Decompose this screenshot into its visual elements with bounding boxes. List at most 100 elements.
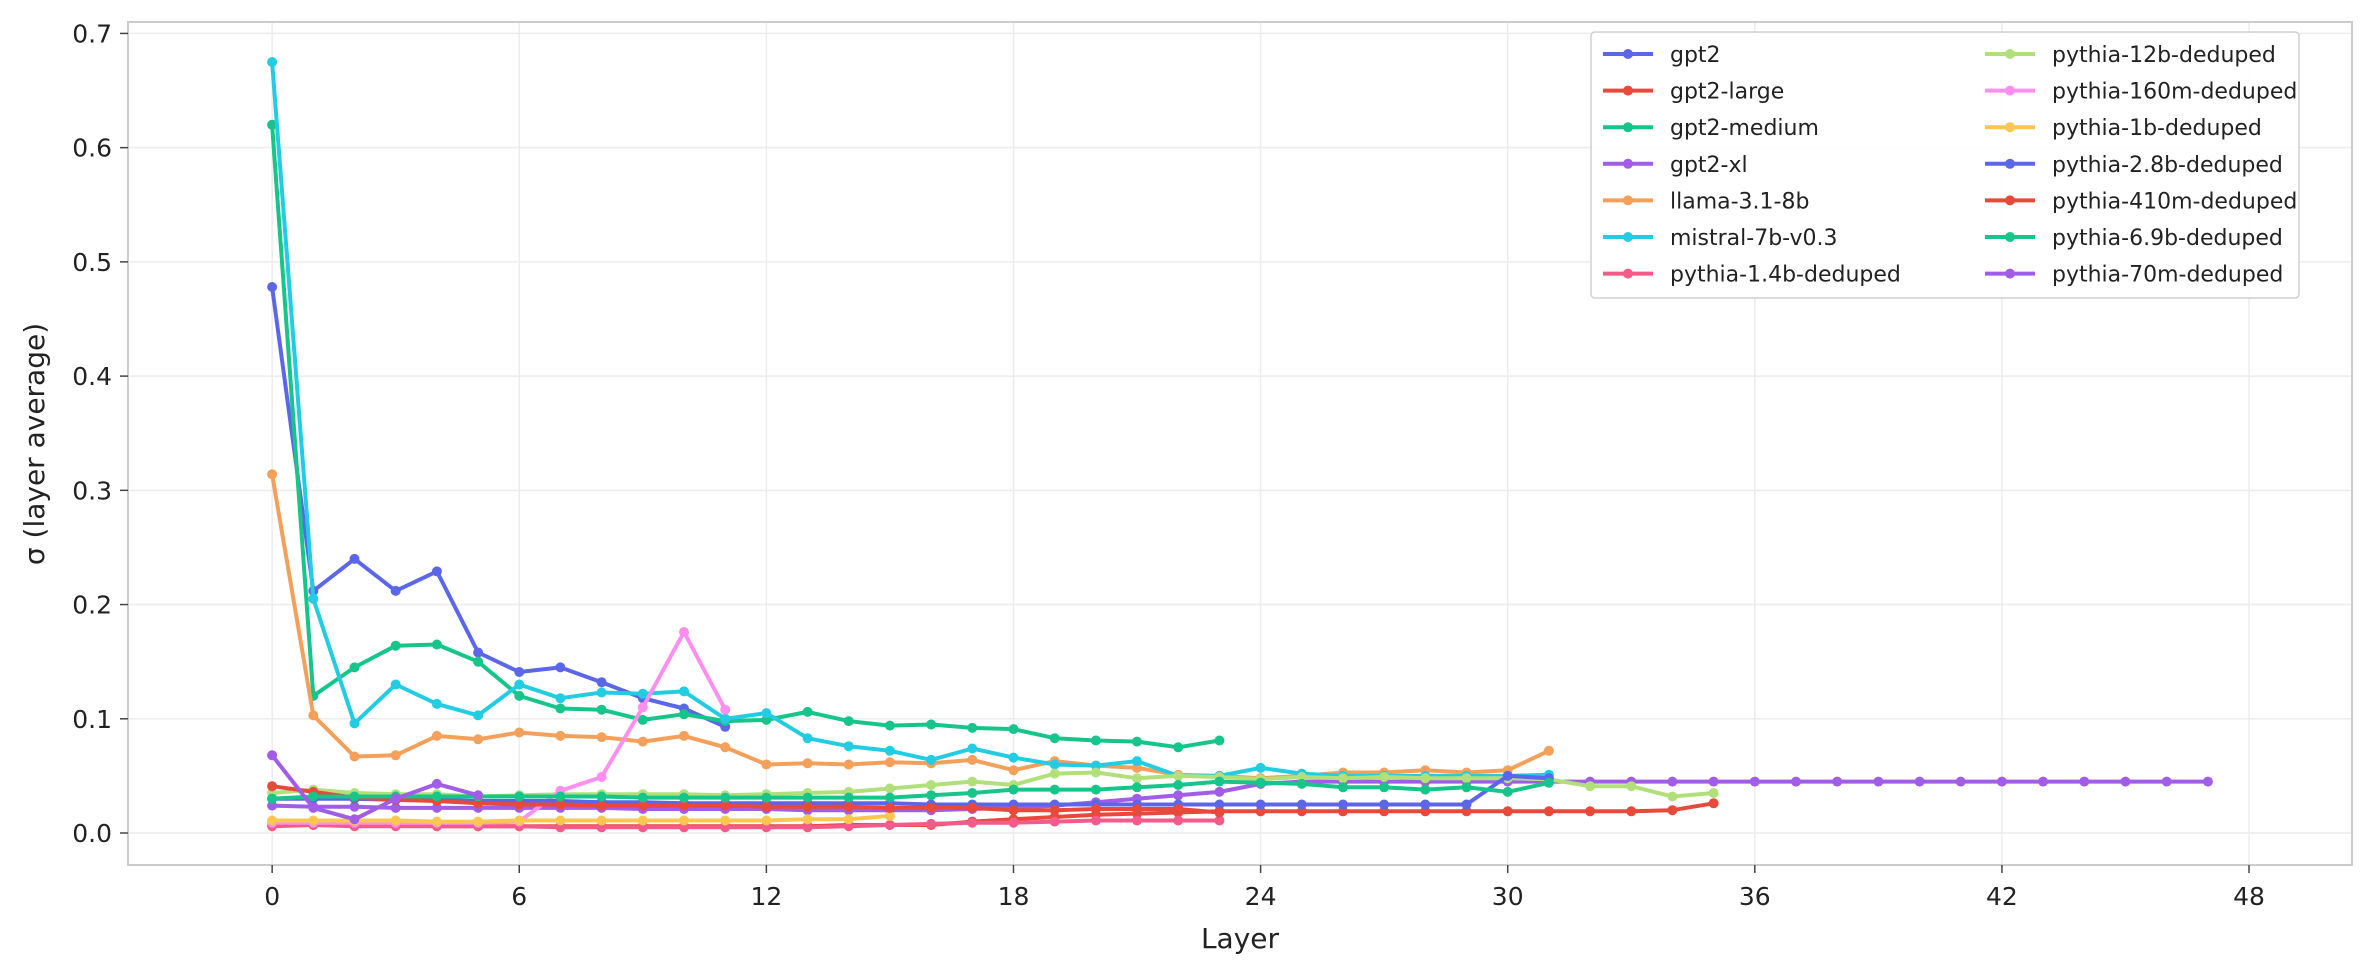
data-point [1502, 786, 1513, 797]
legend-item: pythia-2.8b-deduped [1985, 153, 2283, 178]
data-point [1173, 790, 1184, 801]
data-point [267, 815, 278, 826]
series-line [270, 779, 2210, 813]
data-point [514, 791, 525, 802]
data-point [967, 722, 978, 733]
data-point [596, 732, 607, 743]
data-point [473, 656, 484, 667]
data-point [761, 801, 772, 812]
legend-marker [2005, 158, 2015, 169]
legend-item: pythia-1.4b-deduped [1603, 263, 1901, 288]
data-point [843, 792, 854, 803]
data-point [637, 800, 648, 811]
data-point [1502, 806, 1513, 817]
data-point [390, 585, 401, 596]
legend-label: pythia-1.4b-deduped [1670, 263, 1901, 288]
x-tick-label: 24 [1245, 882, 1277, 911]
data-point [1132, 815, 1142, 826]
data-point [555, 799, 566, 810]
x-tick-label: 12 [750, 882, 782, 911]
data-point [1379, 782, 1390, 793]
data-point [843, 716, 854, 727]
data-point [1791, 776, 1801, 787]
data-point [679, 792, 689, 803]
data-point [473, 734, 484, 745]
data-point [1420, 773, 1431, 784]
x-tick-label: 42 [1986, 882, 2018, 911]
series-line [270, 753, 481, 822]
legend-label: gpt2 [1670, 43, 1721, 68]
data-point [926, 754, 937, 765]
data-point [2202, 776, 2213, 787]
data-point [1338, 782, 1348, 793]
y-tick-label: 0.7 [72, 19, 112, 48]
data-point [555, 730, 566, 741]
data-point [1873, 776, 1884, 787]
data-point [1585, 781, 1596, 792]
data-point [1296, 799, 1307, 810]
data-point [926, 719, 937, 730]
data-point [1502, 770, 1513, 781]
data-point [1173, 770, 1184, 781]
x-tick-label: 36 [1739, 882, 1771, 911]
data-point [1008, 752, 1019, 763]
data-point [514, 727, 525, 738]
data-point [1296, 772, 1307, 782]
data-point [1090, 784, 1101, 795]
data-point [1090, 815, 1101, 826]
data-point [802, 706, 813, 717]
data-point [843, 801, 854, 812]
data-point [1255, 762, 1266, 773]
data-point [431, 791, 442, 802]
legend-item: pythia-6.9b-deduped [1985, 226, 2283, 251]
data-point [967, 754, 978, 765]
data-point [267, 282, 278, 292]
series-line [270, 122, 1222, 750]
y-tick-label: 0.3 [72, 476, 112, 505]
x-tick-label: 18 [998, 882, 1030, 911]
data-point [1173, 780, 1184, 790]
series-line [270, 818, 1222, 830]
data-point [1543, 777, 1554, 788]
legend-label: pythia-2.8b-deduped [2052, 153, 2283, 178]
data-point [431, 778, 442, 789]
data-point [431, 816, 442, 827]
legend-item: pythia-1b-deduped [1985, 116, 2262, 141]
legend-item: llama-3.1-8b [1603, 189, 1809, 214]
data-point [308, 791, 319, 802]
data-point [884, 820, 895, 830]
legend-label: gpt2-large [1670, 80, 1784, 105]
y-tick-label: 0.0 [72, 819, 112, 848]
legend-label: pythia-70m-deduped [2052, 263, 2283, 288]
series-line [270, 773, 1551, 807]
data-point [514, 690, 525, 701]
data-point [390, 815, 401, 826]
data-point [390, 640, 401, 651]
data-point [514, 799, 525, 810]
data-point [473, 710, 484, 721]
legend-item: mistral-7b-v0.3 [1603, 226, 1838, 251]
data-point [761, 792, 772, 803]
legend-item: gpt2 [1603, 43, 1721, 68]
legend-marker [1623, 49, 1633, 59]
series-gpt2-medium [267, 119, 1225, 753]
data-point [1667, 776, 1678, 787]
data-point [1585, 806, 1596, 817]
data-point [349, 814, 360, 825]
data-point [349, 801, 360, 812]
data-point [1132, 804, 1142, 814]
data-point [1296, 778, 1307, 789]
series-line [270, 60, 1551, 778]
legend-label: gpt2-medium [1670, 116, 1819, 141]
legend-marker [1623, 158, 1633, 169]
legend-label: llama-3.1-8b [1670, 189, 1809, 214]
data-point [761, 708, 772, 719]
data-point [1667, 791, 1678, 802]
data-point [884, 757, 895, 768]
legend-marker [1623, 232, 1633, 242]
data-point [596, 677, 607, 688]
data-point [1626, 806, 1637, 817]
data-point [1708, 776, 1719, 787]
data-point [1255, 777, 1266, 788]
data-point [720, 704, 731, 715]
